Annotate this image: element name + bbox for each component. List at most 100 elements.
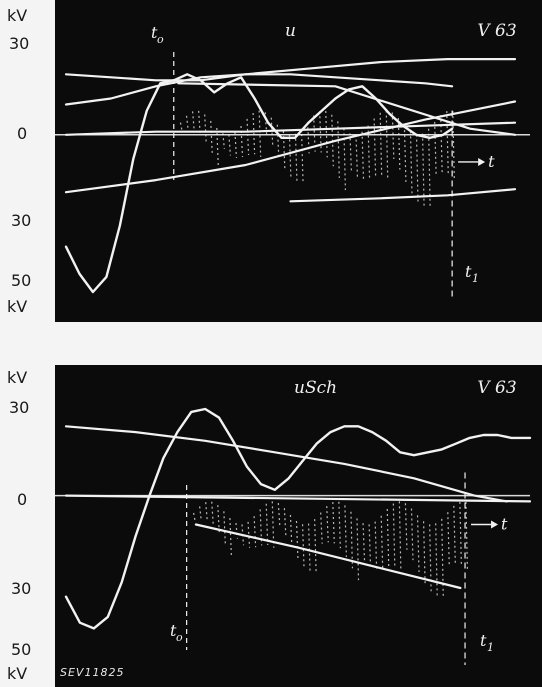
chopping-spike (264, 112, 268, 136)
chopping-spike (205, 502, 208, 521)
chopping-spike (435, 523, 438, 596)
title-label: uSch (294, 378, 337, 398)
chopping-spike (421, 133, 425, 206)
chopping-spike (265, 503, 269, 546)
upper-tick-label: 0 (17, 124, 28, 143)
chopping-spike (229, 518, 233, 557)
t0-subscript: o (176, 631, 183, 644)
chopping-spike (398, 501, 402, 571)
chopping-spike (410, 508, 414, 561)
t1-label: t (480, 631, 487, 650)
chopping-spike (392, 503, 396, 568)
lower-kv-label-top: kV (7, 368, 28, 387)
title-label: u (285, 21, 296, 41)
chopping-spike (301, 524, 305, 569)
trace-line-5 (64, 100, 517, 194)
chopping-spike (179, 122, 183, 131)
trace-line-4 (64, 121, 517, 136)
t0-label: t (151, 23, 158, 42)
chopping-spike (332, 502, 335, 544)
chopping-spike (252, 113, 256, 155)
t0-subscript: o (157, 33, 164, 46)
chopping-spike (374, 521, 378, 571)
t1-label: t (465, 262, 472, 281)
trace-line-3 (64, 73, 454, 106)
upper-kv-label-top: kV (7, 6, 28, 25)
t1-subscript: 1 (472, 272, 479, 285)
chopping-spike (355, 134, 359, 179)
time-label: t (488, 152, 495, 171)
chopping-spike (247, 521, 251, 548)
chopping-spike (228, 134, 232, 156)
chopping-spike (234, 131, 238, 158)
chopping-spike (385, 110, 389, 180)
time-arrow-head (491, 520, 499, 529)
chopping-spike (192, 111, 195, 130)
chopping-spike (397, 118, 401, 170)
t1-subscript: 1 (487, 641, 494, 654)
trace-line-1 (64, 73, 454, 294)
chopping-spike (294, 133, 298, 183)
trace-line-6 (289, 188, 517, 203)
trace-line-4 (194, 523, 462, 590)
chopping-spike (409, 131, 413, 194)
film-background (55, 0, 542, 322)
time-label: t (501, 515, 508, 534)
trace-line-7 (177, 82, 517, 136)
chopping-spike (288, 134, 292, 179)
time-arrow-head (478, 157, 486, 166)
chopping-spike (415, 134, 419, 202)
upper-tick-label: 50 (11, 271, 32, 290)
lower-tick-label: 30 (9, 398, 30, 417)
chopping-spike (465, 501, 469, 572)
film-background (55, 365, 542, 687)
chopping-spike (295, 521, 299, 560)
chopping-spike (320, 512, 323, 544)
chopping-spike (349, 133, 353, 173)
chopping-spike (319, 111, 322, 153)
chopping-spike (300, 129, 304, 184)
chopping-spike (210, 120, 213, 155)
upper-tick-label: 30 (11, 211, 32, 230)
trace-line-1 (64, 407, 532, 630)
upper-tick-label: 30 (9, 34, 30, 53)
chopping-spike (211, 501, 214, 526)
chopping-spike (185, 115, 189, 129)
chopping-spike (199, 506, 202, 520)
chopping-spike (459, 501, 462, 567)
chopping-spike (326, 506, 329, 543)
chopping-spike (434, 121, 437, 177)
lower-kv-label-bottom: kV (7, 664, 28, 683)
lower-tick-label: 50 (11, 640, 32, 659)
lower-tick-label: 30 (11, 579, 32, 598)
chopping-spike (277, 503, 281, 527)
lower-tick-label: 0 (17, 490, 28, 509)
chopping-spike (362, 523, 366, 563)
oscillogram-code: V 63 (477, 21, 516, 41)
chopping-spike (368, 524, 372, 569)
catalog-number: SEV11825 (60, 666, 125, 679)
chopping-spike (289, 514, 293, 549)
chopping-spike (356, 518, 360, 581)
chopping-spike (379, 112, 383, 178)
trace-line-2 (64, 425, 508, 503)
chopping-spike (447, 512, 450, 567)
chopping-spike (380, 515, 384, 570)
t0-label: t (170, 621, 177, 640)
lower-panel: uSch V 63 t t o t 1 kV 30 0 30 50 kV (0, 365, 542, 687)
upper-kv-label-bottom: kV (7, 297, 28, 316)
chopping-spike (367, 125, 371, 180)
chopping-spike (344, 505, 348, 557)
chopping-spike (223, 511, 226, 545)
chopping-spike (193, 512, 196, 522)
chopping-spike (253, 516, 257, 548)
chopping-spike (422, 521, 426, 584)
chopping-spike (246, 118, 250, 156)
chopping-spike (216, 127, 219, 167)
chopping-spike (361, 131, 365, 181)
chopping-spike (307, 523, 311, 573)
chopping-spike (314, 519, 317, 574)
